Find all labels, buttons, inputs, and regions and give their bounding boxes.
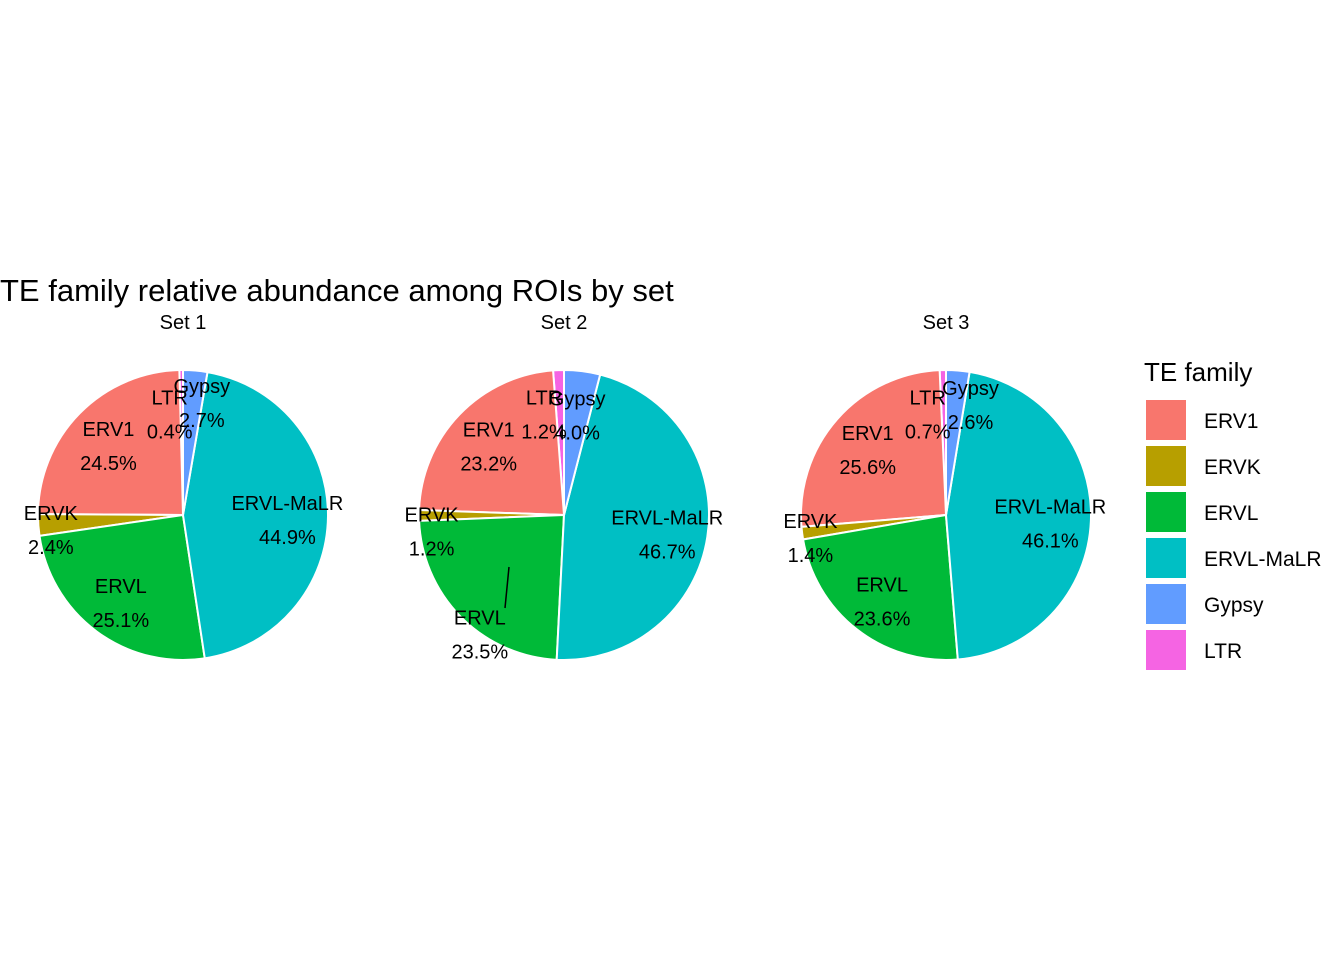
slice-label-ervl-malr: ERVL-MaLR [994, 496, 1106, 518]
slice-label-erv1: ERV1 [842, 423, 894, 445]
pie-slice-ervl [418, 513, 566, 661]
slice-label-erv1: ERV1 [83, 419, 135, 441]
pie-slice-ervl-malr [944, 370, 1092, 661]
slice-label-ervk: ERVK [783, 511, 838, 533]
slice-label-ltr: LTR [910, 388, 946, 410]
slice-value-gypsy: 2.7% [179, 410, 225, 432]
legend-swatch [1146, 584, 1186, 624]
slice-value-erv1: 24.5% [80, 453, 137, 475]
legend-label: LTR [1204, 640, 1242, 663]
leader-line-ervl [504, 566, 510, 609]
legend-swatch [1146, 492, 1186, 532]
panel-title: Set 3 [923, 312, 970, 334]
slice-value-ltr: 0.4% [147, 422, 193, 444]
pie-panel-3: Set 3 LTR 0.7% ERV1 25.6% ERVK 1.4% ERVL 23.6% ER… [783, 312, 1106, 661]
legend-swatch [1146, 400, 1186, 440]
legend-title: TE family [1144, 357, 1252, 387]
panel-title: Set 2 [541, 312, 588, 334]
legend-label: Gypsy [1204, 594, 1264, 617]
slice-label-ervk: ERVK [24, 503, 79, 525]
slice-value-gypsy: 4.0% [554, 422, 600, 444]
legend-swatch [1146, 446, 1186, 486]
legend-item-ervl-malr: ERVL-MaLR [1146, 538, 1322, 578]
slice-value-erv1: 23.2% [460, 454, 517, 476]
pie-slice-ervl-malr [555, 373, 710, 661]
panel-title: Set 1 [160, 312, 207, 334]
pie-slice-ervl-malr [181, 370, 329, 660]
pie-slice-gypsy [182, 368, 209, 516]
pie-slice-gypsy [945, 368, 971, 516]
slice-value-ltr: 0.7% [905, 422, 951, 444]
slice-label-gypsy: Gypsy [174, 376, 231, 398]
slice-value-ltr: 1.2% [521, 422, 567, 444]
slice-value-ervk: 1.4% [788, 545, 834, 567]
slice-label-gypsy: Gypsy [942, 378, 999, 400]
slice-value-ervl: 23.5% [451, 641, 508, 663]
slice-value-ervl: 25.1% [92, 610, 149, 632]
legend-item-ervk: ERVK [1146, 446, 1261, 486]
slice-value-ervl-malr: 46.1% [1022, 530, 1079, 552]
pie-panels: Set 1 LTR 0.4% ERV1 24.5% ERVK 2.4% ERVL 25.1% ER… [24, 312, 1106, 663]
pie-slice-ervl [38, 513, 206, 661]
legend-label: ERVK [1204, 456, 1261, 479]
slice-label-gypsy: Gypsy [549, 388, 606, 410]
slice-label-ervl: ERVL [856, 574, 908, 596]
chart-title: TE family relative abundance among ROIs … [0, 273, 674, 308]
legend-swatch [1146, 630, 1186, 670]
pie-slice-ervl [801, 513, 959, 661]
slice-label-ltr: LTR [526, 388, 562, 410]
pie-slice-erv1 [36, 369, 185, 517]
slice-label-ervl: ERVL [454, 607, 506, 629]
pie-slice-gypsy [563, 368, 602, 516]
pie-panel-1: Set 1 LTR 0.4% ERV1 24.5% ERVK 2.4% ERVL 25.1% ER… [24, 312, 343, 661]
slice-label-erv1: ERV1 [463, 420, 515, 442]
slice-label-ltr: LTR [152, 388, 188, 410]
legend-swatch [1146, 538, 1186, 578]
slice-label-ervl-malr: ERVL-MaLR [231, 493, 343, 515]
pie-panel-2: Set 2 LTR 1.2% ERV1 23.2% ERVK 1.2% ERVL 23.5% ER… [405, 312, 724, 663]
slice-value-gypsy: 2.6% [948, 412, 994, 434]
slice-label-ervl: ERVL [95, 576, 147, 598]
slice-value-erv1: 25.6% [839, 457, 896, 479]
slice-value-ervl-malr: 46.7% [639, 542, 696, 564]
slice-label-ervl-malr: ERVL-MaLR [611, 508, 723, 530]
pie-slice-erv1 [418, 369, 566, 517]
slice-label-ervk: ERVK [405, 504, 460, 526]
legend-item-ervl: ERVL [1146, 492, 1258, 532]
legend-label: ERVL [1204, 502, 1258, 525]
slice-value-ervk: 1.2% [409, 538, 455, 560]
legend-label: ERVL-MaLR [1204, 548, 1322, 571]
slice-value-ervk: 2.4% [28, 537, 74, 559]
legend-item-ltr: LTR [1146, 630, 1242, 670]
legend-item-gypsy: Gypsy [1146, 584, 1264, 624]
slice-value-ervl: 23.6% [854, 608, 911, 630]
pie-slice-erv1 [800, 369, 948, 528]
legend: TE family ERV1 ERVK ERVL ERVL-MaLR Gypsy LTR [1144, 357, 1322, 670]
legend-item-erv1: ERV1 [1146, 400, 1258, 440]
legend-label: ERV1 [1204, 410, 1258, 433]
slice-value-ervl-malr: 44.9% [259, 527, 316, 549]
